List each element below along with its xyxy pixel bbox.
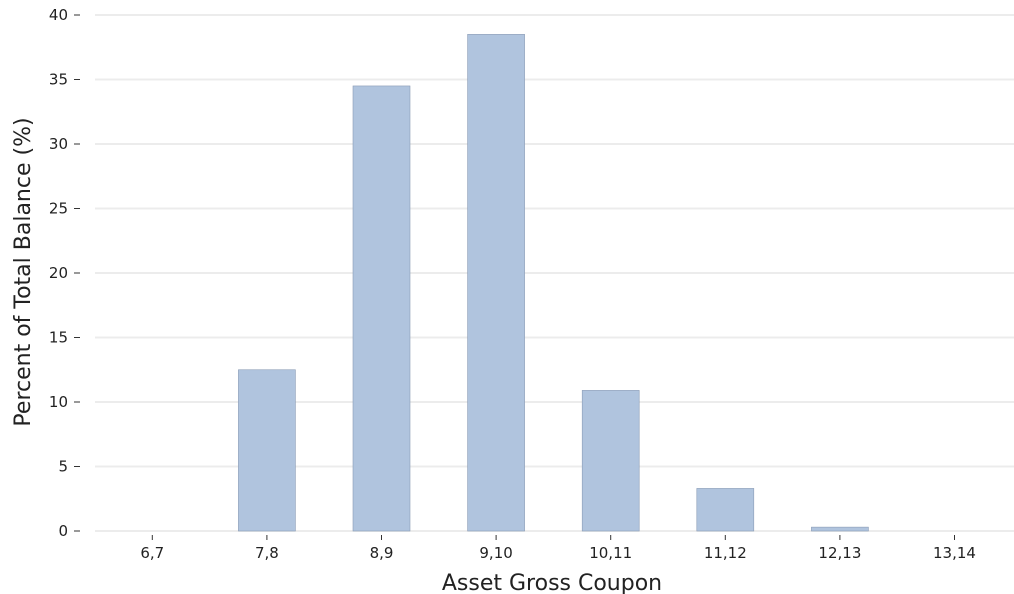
y-tick-label: 25: [49, 200, 68, 218]
bar-9-10: [467, 34, 525, 532]
x-tick-label: 10,11: [589, 544, 632, 562]
bar-8-9: [352, 85, 411, 532]
x-tick-label: 13,14: [933, 544, 976, 562]
bar-12-13: [811, 526, 869, 532]
x-axis-ticks: 6,7 7,8 8,9 9,10 10,11 11,12 12,13 13,14: [140, 535, 976, 562]
x-tick-label: 7,8: [255, 544, 279, 562]
y-tick-label: 15: [49, 329, 68, 347]
y-tick-label: 20: [49, 264, 68, 282]
y-axis-label: Percent of Total Balance (%): [11, 117, 36, 426]
x-tick-label: 11,12: [704, 544, 747, 562]
x-tick-label: 12,13: [818, 544, 861, 562]
x-tick-label: 8,9: [370, 544, 394, 562]
y-tick-label: 40: [49, 6, 68, 24]
x-tick-label: 6,7: [140, 544, 164, 562]
y-tick-label: 35: [49, 71, 68, 89]
bar-10-11: [581, 390, 640, 532]
x-axis-label: Asset Gross Coupon: [442, 571, 662, 594]
y-axis-ticks: 0 5 10 15 20 25 30 35 40: [49, 6, 80, 540]
gridlines: [95, 14, 1014, 532]
y-tick-label: 0: [58, 522, 68, 540]
y-tick-label: 30: [49, 135, 68, 153]
x-tick-label: 9,10: [479, 544, 512, 562]
y-tick-label: 10: [49, 393, 68, 411]
bar-11-12: [696, 488, 755, 532]
bars: [238, 34, 869, 532]
y-tick-label: 5: [58, 458, 68, 476]
bar-7-8: [238, 369, 296, 532]
